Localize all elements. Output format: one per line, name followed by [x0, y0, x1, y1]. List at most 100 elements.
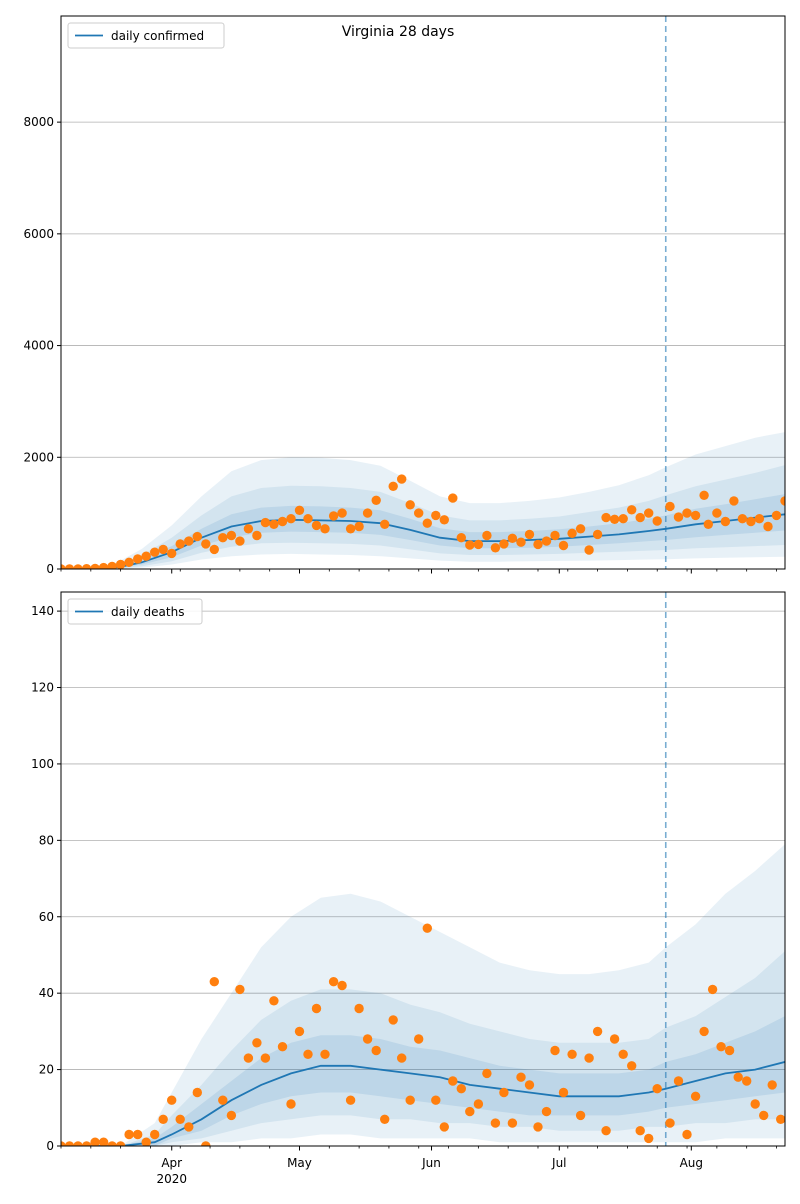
observed-point	[115, 559, 126, 569]
observed-point	[294, 505, 305, 515]
observed-point	[635, 512, 645, 523]
band-inner	[61, 494, 785, 569]
observed-point	[286, 514, 296, 524]
observed-point	[473, 539, 484, 550]
observed-point	[414, 1034, 424, 1044]
observed-point	[516, 537, 526, 547]
x-tick-label: Apr	[161, 1156, 182, 1170]
observed-point	[73, 564, 83, 569]
observed-point	[652, 516, 662, 526]
observed-point	[750, 1099, 760, 1109]
observed-point	[388, 481, 398, 491]
observed-point	[712, 508, 722, 518]
observed-point	[64, 564, 75, 569]
observed-point	[733, 1072, 743, 1082]
observed-point	[337, 508, 347, 518]
observed-point	[737, 514, 748, 524]
observed-point	[627, 1061, 637, 1071]
observed-point	[776, 1114, 785, 1124]
observed-point	[609, 1034, 620, 1044]
observed-point	[362, 1034, 373, 1044]
observed-point	[618, 1049, 628, 1060]
observed-point	[767, 1080, 777, 1090]
observed-point	[328, 977, 339, 987]
observed-point	[742, 1076, 752, 1086]
observed-point	[703, 519, 713, 529]
observed-point	[397, 1053, 407, 1063]
observed-point	[456, 1084, 466, 1094]
band-outer	[61, 844, 785, 1146]
panel-2: 0 20 40 60 80 100 120 140 Apr 2020 May Jun Jul Aug dai…	[31, 591, 786, 1186]
legend-label: daily confirmed	[111, 29, 204, 43]
model-median-line	[61, 1061, 785, 1146]
y-tick-label: 20	[39, 1063, 54, 1077]
observed-point	[567, 1049, 577, 1060]
observed-point	[260, 1053, 271, 1063]
observed-point	[465, 1106, 475, 1117]
observed-point	[150, 1129, 160, 1140]
observed-point	[90, 563, 100, 569]
observed-point	[226, 1110, 237, 1121]
observed-point	[115, 1141, 126, 1146]
y-tick-label: 100	[31, 757, 54, 771]
observed-point	[558, 540, 569, 551]
observed-point	[397, 474, 407, 484]
observed-point	[303, 1049, 313, 1060]
observed-point	[90, 1137, 100, 1146]
observed-point	[61, 1141, 66, 1146]
observed-point	[320, 1049, 330, 1060]
observed-point	[673, 512, 684, 522]
observed-point	[158, 544, 168, 555]
x-tick-label: Jun	[421, 1156, 441, 1170]
observed-point	[644, 1133, 654, 1144]
observed-point	[320, 524, 330, 534]
observed-point	[150, 547, 160, 557]
observed-point	[690, 1091, 701, 1102]
y-tick-label: 140	[31, 604, 54, 618]
x-tick-label: May	[287, 1156, 312, 1170]
observed-point	[277, 1042, 288, 1052]
y-tick-label: 80	[39, 833, 54, 847]
observed-point	[235, 536, 245, 546]
observed-point	[707, 984, 718, 995]
observed-point	[673, 1076, 684, 1086]
observed-point	[499, 539, 509, 549]
observed-point	[345, 524, 356, 534]
observed-point	[533, 539, 543, 550]
observed-point	[218, 1095, 228, 1105]
observed-point	[175, 1114, 185, 1125]
observed-point	[167, 548, 177, 559]
plot-area	[61, 592, 785, 1146]
x-tick-label: Jul	[551, 1156, 566, 1170]
observed-point	[716, 1042, 726, 1052]
plot-area	[61, 16, 785, 569]
observed-point	[652, 1084, 662, 1094]
observed-point	[550, 1045, 560, 1056]
observed-point	[448, 493, 458, 503]
observed-point	[73, 1141, 83, 1146]
observed-point	[124, 1129, 134, 1140]
observed-point	[550, 530, 560, 541]
y-tick-label: 120	[31, 681, 54, 695]
observed-point	[141, 551, 151, 561]
observed-point	[541, 536, 552, 546]
observed-point	[226, 530, 237, 541]
y-tick-label: 8000	[23, 115, 54, 129]
observed-point	[107, 1141, 117, 1146]
observed-point	[690, 510, 701, 521]
observed-point	[729, 496, 739, 506]
observed-point	[98, 1137, 109, 1146]
observed-point	[431, 510, 441, 521]
observed-point	[771, 510, 782, 521]
y-tick-label: 0	[46, 562, 54, 576]
observed-point	[269, 519, 279, 529]
y-tick-label: 40	[39, 986, 54, 1000]
model-median-line	[61, 513, 785, 569]
observed-point	[724, 1045, 735, 1056]
observed-point	[665, 1118, 675, 1128]
observed-point	[269, 996, 279, 1006]
axes-frame	[60, 15, 786, 570]
observed-point	[209, 544, 219, 555]
observed-point	[720, 516, 731, 527]
observed-point	[507, 533, 518, 543]
